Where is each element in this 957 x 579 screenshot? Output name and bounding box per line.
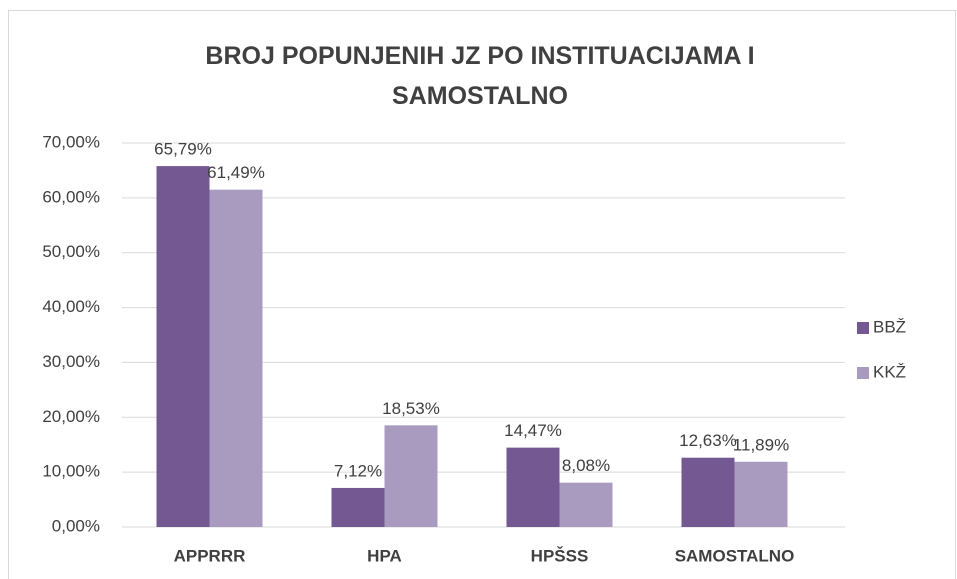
- chart-border: [8, 10, 956, 579]
- bar: [559, 482, 613, 527]
- data-label: 11,89%: [733, 435, 789, 454]
- x-tick-label: HPŠSS: [531, 546, 589, 565]
- data-label: 18,53%: [382, 399, 440, 418]
- y-tick-label: 20,00%: [42, 407, 100, 426]
- bar: [506, 447, 560, 527]
- x-tick-label: APPRRR: [174, 546, 246, 565]
- legend-label: BBŽ: [873, 317, 906, 336]
- bar: [734, 461, 788, 527]
- chart-title: BROJ POPUNJENIH JZ PO INSTITUACIJAMA I S…: [205, 42, 755, 110]
- x-tick-label: HPA: [367, 546, 402, 565]
- data-label: 7,12%: [334, 461, 382, 480]
- y-tick-label: 50,00%: [42, 242, 100, 261]
- y-tick-label: 30,00%: [42, 352, 100, 371]
- y-tick-label: 40,00%: [42, 297, 100, 316]
- y-tick-label: 10,00%: [42, 462, 100, 481]
- bar: [331, 487, 385, 527]
- legend-swatch: [857, 367, 869, 379]
- y-tick-label: 60,00%: [42, 187, 100, 206]
- bar: [209, 189, 263, 528]
- y-tick-label: 0,00%: [52, 516, 100, 535]
- data-label: 61,49%: [207, 163, 265, 182]
- legend-label: KKŽ: [873, 362, 906, 381]
- data-label: 14,47%: [504, 421, 562, 440]
- legend-swatch: [857, 322, 869, 334]
- bar: [384, 425, 438, 527]
- bar: [156, 166, 210, 528]
- bar: [681, 457, 735, 527]
- y-tick-label: 70,00%: [42, 132, 100, 151]
- data-label: 8,08%: [562, 456, 610, 475]
- x-tick-label: SAMOSTALNO: [675, 546, 795, 565]
- data-label: 65,79%: [154, 140, 212, 159]
- data-label: 12,63%: [679, 431, 737, 450]
